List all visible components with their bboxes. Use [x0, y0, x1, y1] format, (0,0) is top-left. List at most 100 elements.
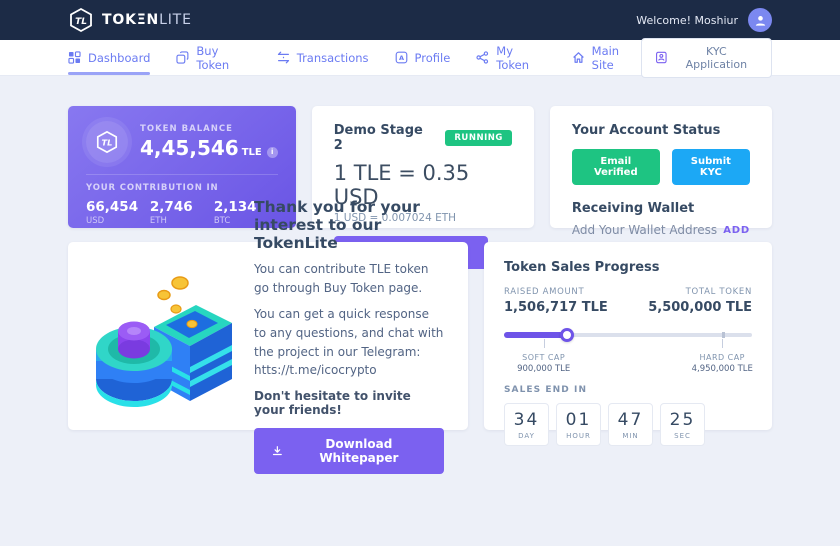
- balance-label: TOKEN BALANCE: [140, 124, 233, 134]
- countdown-value: 34: [513, 410, 540, 430]
- add-wallet-link[interactable]: ADD: [723, 224, 750, 236]
- brand-lite: LITE: [159, 12, 192, 28]
- brand-logo[interactable]: TL TOKΞNLITE: [68, 7, 192, 33]
- nav-label: Dashboard: [88, 50, 151, 65]
- nav-item-main-site[interactable]: Main Site: [572, 40, 641, 75]
- avatar[interactable]: [748, 8, 772, 32]
- countdown-unit: DAY: [518, 432, 535, 440]
- countdown-value: 01: [565, 410, 592, 430]
- soft-cap-value: 900,000 TLE: [517, 364, 571, 374]
- swap-arrows-icon: [277, 51, 289, 64]
- progress-thumb[interactable]: [560, 328, 575, 342]
- countdown-hours: 01 HOUR: [556, 403, 601, 446]
- usd-eth-rate: 1 USD = 0.007024 ETH: [333, 212, 457, 224]
- countdown: 34 DAY 01 HOUR 47 MIN 25 SEC: [504, 403, 752, 446]
- thanks-heading: Thank you for your interest to our Token…: [254, 198, 420, 253]
- progress-fill: [504, 332, 569, 338]
- sales-progress-slider: SOFT CAP 900,000 TLE HARD CAP 4,950,000 …: [504, 325, 753, 374]
- info-icon[interactable]: i: [266, 146, 278, 158]
- hard-cap-track-tick: [722, 332, 726, 338]
- nav-label: Buy Token: [196, 43, 230, 72]
- balance-value: 4,45,546: [140, 136, 239, 160]
- token-stage-card: Demo Stage 2 RUNNING 1 TLE = 0.35 USD 1 …: [311, 106, 534, 269]
- nav-item-buy-token[interactable]: Buy Token: [176, 40, 250, 75]
- nav-item-dashboard[interactable]: Dashboard: [68, 40, 151, 75]
- countdown-unit: HOUR: [566, 432, 591, 440]
- contribution-eth: 2,746 ETH: [150, 199, 214, 226]
- brand-name: TOKΞNLITE: [102, 12, 192, 28]
- nav-label: Main Site: [591, 43, 620, 72]
- tokenlite-hexagon-icon: TL: [70, 7, 92, 33]
- soft-cap: SOFT CAP 900,000 TLE: [517, 353, 570, 374]
- email-verified-badge[interactable]: Email Verified: [571, 149, 660, 185]
- hard-cap-tick: [722, 339, 724, 348]
- contribution-btc: 2,134 BTC: [214, 199, 278, 226]
- countdown-value: 47: [617, 410, 644, 430]
- countdown-value: 25: [669, 410, 696, 430]
- share-nodes-icon: [476, 51, 489, 64]
- wallet-address-hint: Add Your Wallet Address: [571, 223, 718, 237]
- download-button-label: Download Whitepaper: [319, 436, 399, 465]
- soft-cap-label: SOFT CAP: [522, 353, 566, 362]
- stat-value: 2,746: [149, 199, 193, 215]
- stat-value: 66,454: [86, 199, 139, 215]
- topbar: TL TOKΞNLITE Welcome! Moshiur: [0, 0, 840, 40]
- thank-you-card: Thank you for your interest to our Token…: [68, 198, 468, 474]
- coin-stack-illustration: [96, 276, 232, 407]
- svg-text:A: A: [399, 54, 404, 62]
- nav-item-my-token[interactable]: My Token: [476, 40, 545, 75]
- countdown-unit: SEC: [674, 432, 691, 440]
- id-badge-icon: A: [395, 51, 407, 64]
- nav-item-profile[interactable]: A Profile: [395, 40, 451, 75]
- coins-icon: [176, 51, 189, 64]
- tokenlite-hexagon-icon: TL: [96, 130, 118, 154]
- download-whitepaper-button[interactable]: Download Whitepaper: [254, 427, 444, 474]
- token-logo-circle: TL: [86, 121, 128, 163]
- user-icon: [755, 15, 765, 26]
- token-sales-progress-card: Token Sales Progress RAISED AMOUNT 1,506…: [484, 242, 772, 446]
- hard-cap-label: HARD CAP: [699, 353, 745, 362]
- invite-friends-text: Don't hesitate to invite your friends!: [254, 388, 411, 417]
- kyc-application-button[interactable]: KYC Application: [641, 37, 772, 78]
- thanks-paragraph-1: You can contribute TLE token go through …: [254, 262, 429, 295]
- nav-item-transactions[interactable]: Transactions: [277, 40, 369, 75]
- nav-label: Profile: [414, 50, 451, 65]
- welcome-text: Welcome! Moshiur: [636, 13, 738, 27]
- user-area: Welcome! Moshiur: [636, 8, 772, 32]
- account-status-title: Your Account Status: [571, 123, 721, 138]
- contribution-usd: 66,454 USD: [86, 199, 150, 226]
- receiving-wallet-title: Receiving Wallet: [571, 201, 695, 216]
- account-status-card: Your Account Status Email Verified Submi…: [549, 106, 772, 237]
- thanks-paragraph-2: You can get a quick response to any ques…: [254, 307, 444, 378]
- raised-amount: RAISED AMOUNT 1,506,717 TLE: [504, 287, 608, 315]
- total-token: TOTAL TOKEN 5,500,000 TLE: [648, 287, 752, 315]
- download-icon: [272, 445, 282, 455]
- slider-track: [504, 333, 752, 337]
- grid-icon: [68, 51, 81, 64]
- sales-end-label: SALES END IN: [504, 385, 588, 395]
- balance-unit: TLE: [241, 147, 262, 158]
- running-status-badge: RUNNING: [445, 130, 512, 146]
- hard-cap: HARD CAP 4,950,000 TLE: [692, 353, 753, 374]
- kyc-button-label: KYC Application: [685, 44, 748, 71]
- kyc-file-icon: [656, 51, 667, 64]
- nav-links: Dashboard Buy Token Transactions: [68, 40, 641, 75]
- hard-cap-value: 4,950,000 TLE: [691, 364, 753, 374]
- main-nav: Dashboard Buy Token Transactions: [0, 37, 840, 78]
- dashboard-main: TL TOKEN BALANCE 4,45,546 TLE i YOUR CON…: [0, 76, 840, 474]
- stat-unit: BTC: [213, 216, 231, 226]
- stat-unit: USD: [86, 216, 105, 226]
- brand-main: TOKΞN: [102, 12, 160, 28]
- svg-text:TL: TL: [75, 17, 87, 27]
- raised-label: RAISED AMOUNT: [504, 287, 585, 297]
- stat-value: 2,134: [213, 199, 257, 215]
- total-value: 5,500,000 TLE: [648, 300, 752, 315]
- progress-title: Token Sales Progress: [504, 260, 660, 275]
- contribution-stats: 66,454 USD 2,746 ETH 2,134 BTC: [86, 199, 278, 226]
- token-balance-card: TL TOKEN BALANCE 4,45,546 TLE i YOUR CON…: [68, 106, 296, 228]
- countdown-days: 34 DAY: [504, 403, 549, 446]
- countdown-seconds: 25 SEC: [660, 403, 705, 446]
- nav-label: My Token: [496, 43, 530, 72]
- submit-kyc-badge[interactable]: Submit KYC: [671, 149, 750, 185]
- svg-text:TL: TL: [102, 138, 113, 148]
